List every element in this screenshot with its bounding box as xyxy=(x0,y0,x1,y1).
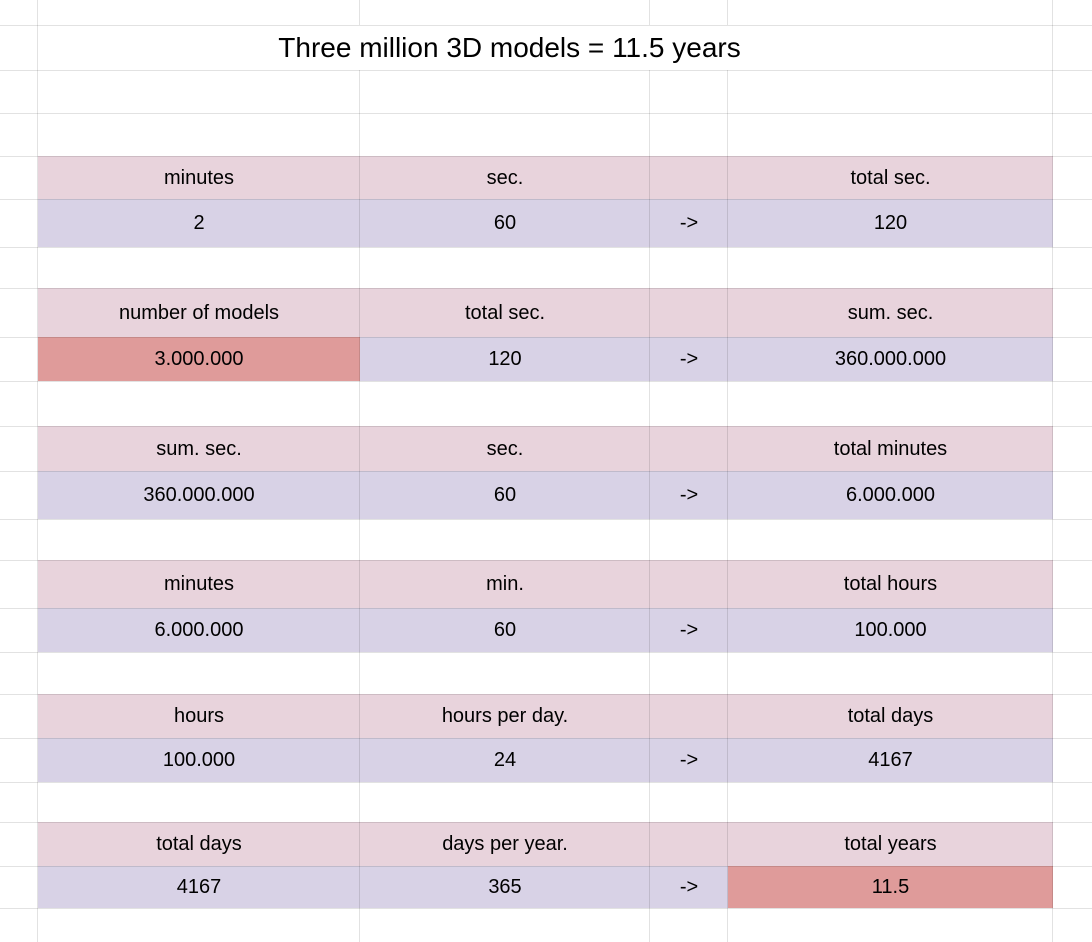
header-cell-result[interactable]: total sec. xyxy=(850,166,931,189)
gridline-horizontal xyxy=(0,608,1092,609)
value-cell-result[interactable]: 360.000.000 xyxy=(834,348,947,370)
header-cell-spacer[interactable] xyxy=(650,288,728,337)
header-cell-input1[interactable]: number of models xyxy=(118,301,280,324)
gridline-horizontal xyxy=(0,288,1092,289)
gridline-vertical xyxy=(1052,0,1053,942)
header-cell-input2[interactable]: sec. xyxy=(486,166,524,189)
calc-block-2-header-row: number of models total sec. sum. sec. xyxy=(38,288,1053,337)
arrow-cell[interactable]: -> xyxy=(679,876,699,898)
value-cell-input2[interactable]: 120 xyxy=(488,348,522,370)
calc-block-3-header-row: sum. sec. sec. total minutes xyxy=(38,426,1053,471)
header-cell-result[interactable]: total hours xyxy=(843,573,938,595)
calc-block-3-value-row: 360.000.000 60 -> 6.000.000 xyxy=(38,471,1053,519)
header-cell-spacer[interactable] xyxy=(650,560,728,608)
header-cell-spacer[interactable] xyxy=(650,426,728,471)
gridline-horizontal xyxy=(0,70,1092,71)
gridline-vertical xyxy=(359,0,360,25)
header-cell-input2[interactable]: min. xyxy=(486,573,524,595)
gridline-horizontal xyxy=(0,247,1092,248)
header-cell-input2[interactable]: days per year. xyxy=(442,833,568,855)
calc-block-4-header-row: minutes min. total hours xyxy=(38,560,1053,608)
gridline-horizontal xyxy=(0,782,1092,783)
gridline-vertical xyxy=(37,0,38,942)
calc-block-5-value-row: 100.000 24 -> 4167 xyxy=(38,738,1053,782)
calc-block-6-header-row: total days days per year. total years xyxy=(38,822,1053,866)
value-cell-input2[interactable]: 60 xyxy=(493,212,517,234)
header-cell-result[interactable]: total minutes xyxy=(833,437,948,460)
header-cell-input1[interactable]: minutes xyxy=(163,166,235,189)
gridline-horizontal xyxy=(0,381,1092,382)
gridline-horizontal xyxy=(0,337,1092,338)
value-cell-input2[interactable]: 60 xyxy=(493,619,517,641)
header-cell-input2[interactable]: sec. xyxy=(486,437,524,460)
calc-block-5-header-row: hours hours per day. total days xyxy=(38,694,1053,738)
gridline-horizontal xyxy=(0,471,1092,472)
title-cell[interactable]: Three million 3D models = 11.5 years xyxy=(278,31,741,63)
gridline-horizontal xyxy=(0,156,1092,157)
header-cell-spacer[interactable] xyxy=(650,694,728,738)
gridline-vertical xyxy=(727,70,728,942)
gridline-vertical xyxy=(649,70,650,942)
header-cell-result[interactable]: sum. sec. xyxy=(847,301,934,324)
value-cell-result[interactable]: 11.5 xyxy=(728,866,1053,908)
gridline-horizontal xyxy=(0,25,1092,26)
value-cell-input2[interactable]: 24 xyxy=(493,749,517,771)
gridline-horizontal xyxy=(0,908,1092,909)
gridline-horizontal xyxy=(0,426,1092,427)
header-cell-input1[interactable]: minutes xyxy=(163,573,235,595)
arrow-cell[interactable]: -> xyxy=(679,348,699,370)
header-cell-input2[interactable]: hours per day. xyxy=(441,705,569,727)
gridline-horizontal xyxy=(0,519,1092,520)
calc-block-4-value-row: 6.000.000 60 -> 100.000 xyxy=(38,608,1053,652)
gridline-horizontal xyxy=(0,560,1092,561)
value-cell-input2[interactable]: 60 xyxy=(493,484,517,506)
value-cell-input1[interactable]: 4167 xyxy=(176,876,222,898)
value-cell-result[interactable]: 100.000 xyxy=(854,619,927,641)
value-cell-input1[interactable]: 2 xyxy=(193,212,205,234)
value-cell-input1[interactable]: 100.000 xyxy=(162,749,236,771)
arrow-cell[interactable]: -> xyxy=(679,619,699,641)
gridline-horizontal xyxy=(0,738,1092,739)
calc-block-6-value-row: 4167 365 -> 11.5 xyxy=(38,866,1053,908)
value-cell-input1[interactable]: 360.000.000 xyxy=(143,484,255,506)
gridline-horizontal xyxy=(0,822,1092,823)
header-cell-result[interactable]: total years xyxy=(844,833,937,855)
calc-block-1-value-row: 2 60 -> 120 xyxy=(38,199,1053,247)
header-cell-input1[interactable]: total days xyxy=(156,833,242,855)
gridline-horizontal xyxy=(0,694,1092,695)
header-cell-input1[interactable]: hours xyxy=(173,705,225,727)
calc-block-2-value-row: 3.000.000 120 -> 360.000.000 xyxy=(38,337,1053,381)
value-cell-input1[interactable]: 6.000.000 xyxy=(154,619,244,641)
value-cell-input1[interactable]: 3.000.000 xyxy=(38,337,360,381)
arrow-cell[interactable]: -> xyxy=(679,749,699,771)
gridline-horizontal xyxy=(0,652,1092,653)
gridline-vertical xyxy=(727,0,728,25)
value-cell-result[interactable]: 120 xyxy=(873,212,908,234)
value-cell-result[interactable]: 6.000.000 xyxy=(846,484,935,506)
gridline-horizontal xyxy=(0,113,1092,114)
gridline-vertical xyxy=(359,70,360,942)
header-cell-input1[interactable]: sum. sec. xyxy=(156,437,242,460)
header-cell-input2[interactable]: total sec. xyxy=(464,301,546,324)
gridline-vertical xyxy=(649,0,650,25)
value-cell-result[interactable]: 4167 xyxy=(868,749,913,771)
arrow-cell[interactable]: -> xyxy=(679,484,699,506)
header-cell-spacer[interactable] xyxy=(650,822,728,866)
gridline-horizontal xyxy=(0,866,1092,867)
header-cell-spacer[interactable] xyxy=(650,156,728,199)
calc-block-1-header-row: minutes sec. total sec. xyxy=(38,156,1053,199)
gridline-horizontal xyxy=(0,199,1092,200)
arrow-cell[interactable]: -> xyxy=(679,212,699,234)
header-cell-result[interactable]: total days xyxy=(847,705,934,727)
value-cell-input2[interactable]: 365 xyxy=(488,876,522,898)
